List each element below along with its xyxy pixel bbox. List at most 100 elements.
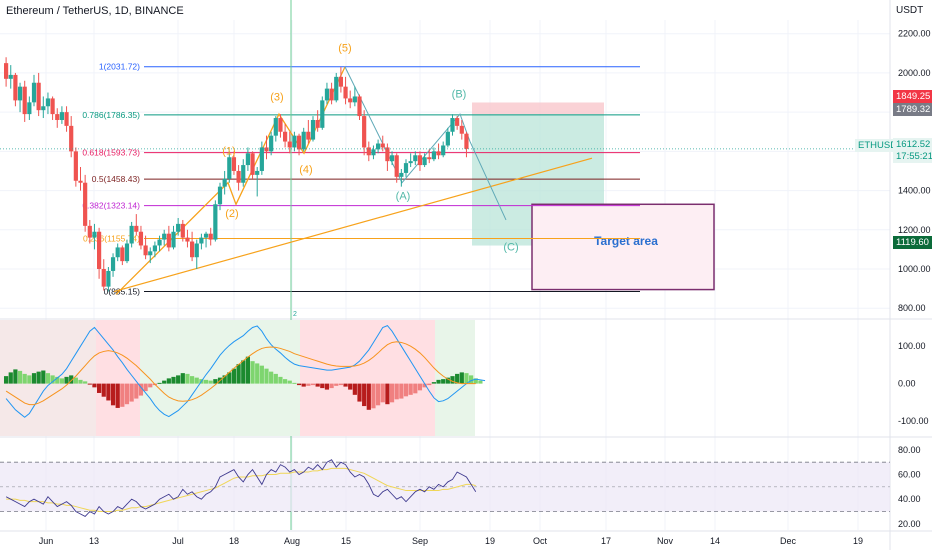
candle-body bbox=[389, 155, 395, 162]
oscillator-histogram-bar bbox=[180, 373, 185, 384]
oscillator-histogram-bar bbox=[348, 383, 353, 390]
oscillator-histogram-bar bbox=[208, 380, 213, 384]
candle-body bbox=[329, 88, 334, 101]
oscillator-tick-label: 100.00 bbox=[898, 341, 926, 351]
oscillator-histogram-bar bbox=[55, 376, 60, 384]
oscillator-histogram-bar bbox=[171, 376, 176, 384]
rsi-tick-label: 40.00 bbox=[898, 494, 921, 504]
candle-body bbox=[50, 98, 55, 115]
oscillator-histogram-bar bbox=[371, 383, 376, 409]
oscillator-histogram-bar bbox=[283, 379, 288, 384]
oscillator-histogram-bar bbox=[292, 382, 297, 384]
candle-body bbox=[403, 163, 409, 173]
wave-label: (C) bbox=[503, 241, 518, 253]
fib-level-label: 0.382(1323.14) bbox=[82, 201, 140, 211]
candle-body bbox=[287, 141, 292, 148]
candle-body bbox=[55, 114, 60, 120]
fib-level-label: 1(2031.72) bbox=[99, 62, 140, 72]
oscillator-histogram-bar bbox=[362, 383, 367, 407]
candle-body bbox=[115, 247, 120, 258]
chart-title: Ethereum / TetherUS, 1D, BINANCE bbox=[6, 5, 184, 17]
candle-body bbox=[148, 251, 153, 256]
candle-body bbox=[278, 118, 283, 132]
oscillator-histogram-bar bbox=[8, 372, 13, 384]
oscillator-histogram-bar bbox=[427, 383, 432, 386]
candle-body bbox=[255, 170, 260, 175]
oscillator-histogram-bar bbox=[245, 356, 250, 384]
oscillator-histogram-bar bbox=[190, 376, 195, 384]
candle-body bbox=[17, 86, 23, 101]
candle-body bbox=[385, 147, 390, 162]
oscillator-signal-line bbox=[5, 341, 476, 406]
candle-body bbox=[357, 96, 362, 117]
oscillator-histogram-bar bbox=[176, 375, 181, 384]
fib-level-label: 0.786(1786.35) bbox=[82, 110, 140, 120]
candle-body bbox=[292, 135, 297, 148]
rsi-tick-label: 60.00 bbox=[898, 470, 921, 480]
oscillator-histogram-bar bbox=[92, 383, 97, 388]
oscillator-histogram-bar bbox=[157, 382, 162, 384]
oscillator-histogram-bar bbox=[459, 372, 464, 384]
oscillator-histogram-bar bbox=[334, 383, 339, 386]
oscillator-macd-line bbox=[5, 325, 486, 418]
candle-body bbox=[180, 223, 185, 238]
oscillator-histogram-bar bbox=[17, 370, 23, 384]
price-tick-label: 800.00 bbox=[898, 303, 926, 313]
candle-body bbox=[152, 245, 157, 252]
oscillator-histogram-bar bbox=[255, 363, 260, 384]
candle-body bbox=[231, 157, 237, 171]
oscillator-histogram-bar bbox=[329, 383, 334, 389]
candle-body bbox=[101, 268, 106, 287]
oscillator-histogram-bar bbox=[45, 373, 51, 384]
candle-body bbox=[217, 186, 223, 205]
oscillator-band bbox=[96, 320, 140, 436]
candle-body bbox=[171, 231, 176, 248]
candle-body bbox=[445, 131, 450, 146]
oscillator-histogram-bar bbox=[124, 383, 130, 405]
rsi-tick-label: 80.00 bbox=[898, 445, 921, 455]
entry-price-badge: 1789.32 bbox=[893, 103, 932, 116]
candle-body bbox=[394, 155, 399, 177]
oscillator-histogram-bar bbox=[413, 383, 418, 394]
oscillator-histogram-bar bbox=[78, 379, 83, 384]
oscillator-histogram-bar bbox=[134, 383, 139, 399]
candle-body bbox=[236, 170, 241, 183]
candle-body bbox=[4, 63, 9, 79]
candle-body bbox=[338, 76, 343, 87]
candle-body bbox=[352, 96, 357, 103]
oscillator-histogram-bar bbox=[473, 378, 478, 384]
candle-body bbox=[166, 233, 171, 248]
oscillator-histogram-bar bbox=[64, 376, 69, 384]
target-price-badge: 1119.60 bbox=[893, 236, 932, 249]
candle-body bbox=[441, 145, 446, 156]
oscillator-histogram-bar bbox=[385, 383, 390, 405]
oscillator-histogram-bar bbox=[231, 368, 237, 384]
fib-level-label: 0.236(1155.74) bbox=[83, 233, 140, 243]
time-tick-label: 19 bbox=[853, 536, 863, 546]
candle-body bbox=[13, 74, 18, 101]
oscillator-histogram-bar bbox=[301, 383, 306, 387]
candle-body bbox=[301, 131, 306, 150]
candle-body bbox=[241, 165, 246, 183]
candle-body bbox=[431, 151, 436, 160]
oscillator-histogram-bar bbox=[296, 383, 302, 386]
oscillator-histogram-bar bbox=[343, 383, 348, 387]
oscillator-histogram-bar bbox=[273, 373, 278, 384]
oscillator-histogram-bar bbox=[138, 383, 144, 396]
oscillator-histogram-bar bbox=[469, 375, 474, 384]
time-tick-label: 18 bbox=[229, 536, 239, 546]
wave-label: (A) bbox=[396, 190, 411, 202]
candle-body bbox=[324, 88, 330, 101]
candle-body bbox=[45, 98, 51, 107]
oscillator-histogram-bar bbox=[148, 383, 153, 388]
oscillator-histogram-bar bbox=[380, 383, 385, 403]
oscillator-histogram-bar bbox=[408, 383, 413, 395]
candle-body bbox=[208, 233, 213, 240]
candle-body bbox=[459, 125, 464, 134]
time-tick-label: Oct bbox=[533, 536, 548, 546]
oscillator-histogram-bar bbox=[269, 371, 274, 384]
oscillator-histogram-bar bbox=[36, 371, 41, 384]
oscillator-histogram-bar bbox=[445, 377, 450, 384]
